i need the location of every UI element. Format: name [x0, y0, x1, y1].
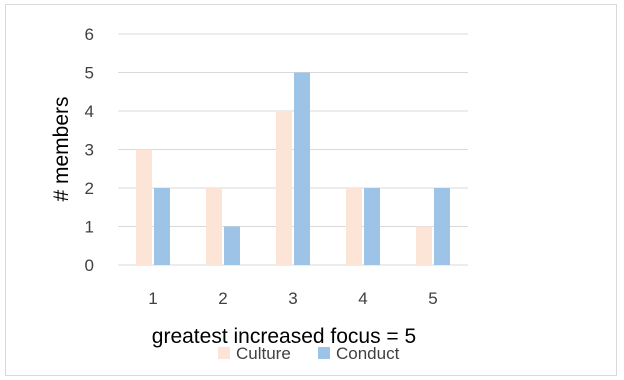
- bar-conduct-3: [294, 72, 310, 265]
- y-tick-label: 0: [85, 256, 94, 275]
- legend-label-conduct: Conduct: [336, 344, 400, 363]
- y-tick-label: 1: [85, 218, 94, 237]
- bar-culture-3: [276, 111, 292, 265]
- x-tick-label: 5: [428, 289, 437, 308]
- legend-swatch-conduct: [318, 347, 330, 359]
- x-tick-label: 1: [148, 289, 157, 308]
- chart-frame: [5, 4, 617, 376]
- x-axis-title: greatest increased focus = 5: [152, 325, 416, 348]
- bar-culture-5: [416, 226, 432, 265]
- y-axis-ticks: 0 1 2 3 4 5 6: [85, 25, 94, 275]
- bar-conduct-5: [434, 188, 450, 265]
- x-tick-label: 2: [218, 289, 227, 308]
- gridlines: [118, 33, 468, 266]
- y-tick-label: 2: [85, 179, 94, 198]
- bar-culture-1: [136, 149, 152, 265]
- x-tick-label: 3: [288, 289, 297, 308]
- y-tick-label: 6: [85, 25, 94, 44]
- x-axis-ticks: 1 2 3 4 5: [148, 289, 437, 308]
- bar-culture-4: [346, 188, 362, 265]
- y-tick-label: 5: [85, 64, 94, 83]
- legend-label-culture: Culture: [236, 344, 291, 363]
- y-axis-title: # members: [50, 96, 73, 201]
- bar-conduct-1: [154, 188, 170, 265]
- legend: Culture Conduct: [218, 344, 400, 363]
- x-tick-label: 4: [358, 289, 367, 308]
- bar-conduct-4: [364, 188, 380, 265]
- y-tick-label: 4: [85, 102, 94, 121]
- y-tick-label: 3: [85, 141, 94, 160]
- legend-swatch-culture: [218, 347, 230, 359]
- bar-culture-2: [206, 188, 222, 265]
- bar-conduct-2: [224, 226, 240, 265]
- bars: [136, 72, 450, 265]
